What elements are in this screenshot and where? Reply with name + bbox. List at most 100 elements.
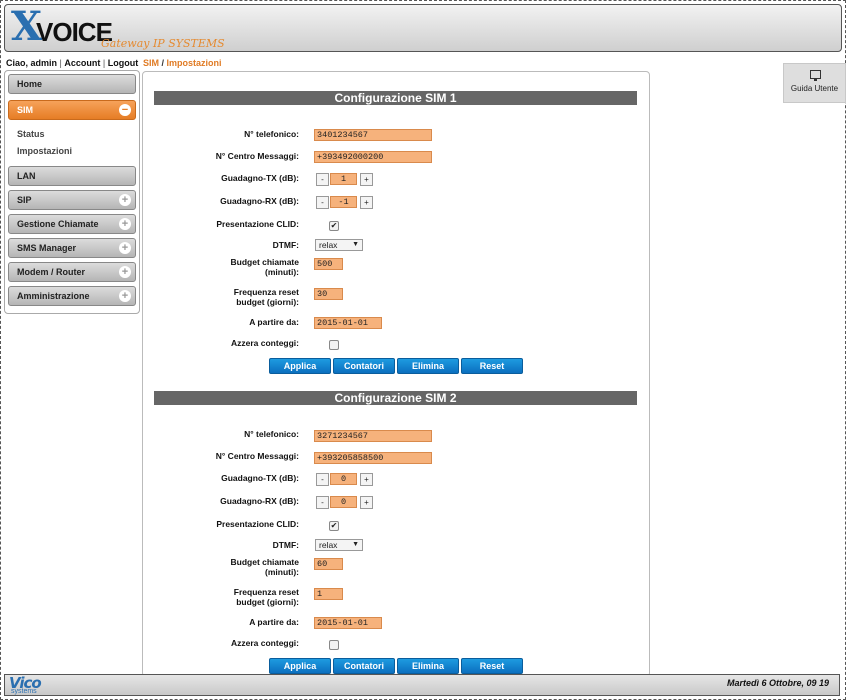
gain-tx-label: Guadagno-TX (dB): [221,173,299,183]
sidebar-item-label: SIM [17,105,34,115]
dropdown-arrow-icon: ▼ [352,541,359,548]
sidebar-item-amministrazione[interactable]: Amministrazione + [8,286,136,306]
reset-counts-label: Azzera conteggi: [230,338,299,348]
phone-input[interactable]: 3401234567 [314,129,432,141]
logo-text: VOICE [36,17,113,47]
sidebar-item-label: Amministrazione [17,291,90,301]
reset-button[interactable]: Reset [461,358,523,374]
sidebar-item-label: SMS Manager [17,243,77,253]
sidebar-item-sim[interactable]: SIM − [8,100,136,120]
dtmf-select[interactable]: relax ▼ [315,239,363,251]
clid-checkbox[interactable]: ✔ [329,221,339,231]
expand-icon[interactable]: + [119,194,131,206]
apply-button[interactable]: Applica [269,658,331,674]
apply-button[interactable]: Applica [269,358,331,374]
delete-button[interactable]: Elimina [397,358,459,374]
section-title: Configurazione SIM 2 [154,391,637,405]
footer-logo: Vico [9,674,42,692]
from-date-label: A partire da: [249,617,299,627]
budget-input[interactable]: 500 [314,258,343,270]
clid-label: Presentazione CLID: [216,219,299,229]
gain-rx-decrease-button[interactable]: - [316,496,329,509]
account-link[interactable]: Account [64,58,101,68]
user-bar: Ciao, admin | Account | Logout [6,58,139,68]
budget-label: Budget chiamate (minuti): [230,557,300,577]
sidebar-item-home[interactable]: Home [8,74,136,94]
msg-center-label: N° Centro Messaggi: [215,451,299,461]
gain-rx-value[interactable]: -1 [330,196,357,208]
phone-label: N° telefonico: [244,129,299,139]
gain-tx-label: Guadagno-TX (dB): [221,473,299,483]
sidebar-item-modem-router[interactable]: Modem / Router + [8,262,136,282]
breadcrumb: SIM / Impostazioni [143,58,222,68]
gain-tx-increase-button[interactable]: + [360,173,373,186]
main-panel: Configurazione SIM 1 N° telefonico: 3401… [142,71,650,677]
sidebar-item-gestione-chiamate[interactable]: Gestione Chiamate + [8,214,136,234]
sidebar-subitem-impostazioni[interactable]: Impostazioni [17,146,73,156]
expand-icon[interactable]: + [119,290,131,302]
gain-tx-value[interactable]: 1 [330,173,357,185]
section-title: Configurazione SIM 1 [154,91,637,105]
sidebar: Home SIM − Status Impostazioni LAN SIP +… [4,70,140,314]
gain-tx-decrease-button[interactable]: - [316,473,329,486]
dtmf-value: relax [319,540,338,550]
reset-frequency-input[interactable]: 1 [314,588,343,600]
logout-link[interactable]: Logout [107,58,139,68]
gain-rx-label: Guadagno-RX (dB): [220,496,299,506]
breadcrumb-page: Impostazioni [166,58,222,68]
phone-input[interactable]: 3271234567 [314,430,432,442]
reset-counts-checkbox[interactable] [329,340,339,350]
from-date-input[interactable]: 2015-01-01 [314,617,382,629]
sidebar-item-sms-manager[interactable]: SMS Manager + [8,238,136,258]
reset-counts-label: Azzera conteggi: [230,638,299,648]
header: X VOICE Gateway IP SYSTEMS [4,4,842,52]
dropdown-arrow-icon: ▼ [352,241,359,248]
sidebar-item-label: SIP [17,195,32,205]
reset-counts-checkbox[interactable] [329,640,339,650]
sidebar-item-lan[interactable]: LAN [8,166,136,186]
gain-tx-decrease-button[interactable]: - [316,173,329,186]
reset-frequency-input[interactable]: 30 [314,288,343,300]
budget-input[interactable]: 60 [314,558,343,570]
user-guide-button[interactable]: Guida Utente [783,63,846,103]
user-guide-label: Guida Utente [790,84,839,93]
counters-button[interactable]: Contatori [333,358,395,374]
monitor-icon [810,70,821,81]
breadcrumb-section[interactable]: SIM [143,58,160,68]
expand-icon[interactable]: + [119,242,131,254]
dtmf-label: DTMF: [272,240,299,250]
dtmf-select[interactable]: relax ▼ [315,539,363,551]
sidebar-item-label: Gestione Chiamate [17,219,99,229]
footer: Vico systems Martedì 6 Ottobre, 09 19 [4,674,840,696]
gain-rx-increase-button[interactable]: + [360,496,373,509]
expand-icon[interactable]: + [119,218,131,230]
gain-rx-decrease-button[interactable]: - [316,196,329,209]
gain-rx-label: Guadagno-RX (dB): [220,196,299,206]
greeting: Ciao, admin [6,58,58,68]
counters-button[interactable]: Contatori [333,658,395,674]
dtmf-value: relax [319,240,338,250]
gain-tx-value[interactable]: 0 [330,473,357,485]
gain-tx-increase-button[interactable]: + [360,473,373,486]
msg-center-label: N° Centro Messaggi: [215,151,299,161]
sidebar-subitem-status[interactable]: Status [17,129,45,139]
gain-rx-value[interactable]: 0 [330,496,357,508]
sidebar-item-label: LAN [17,171,36,181]
msg-center-input[interactable]: +393205858500 [314,452,432,464]
datetime-display: Martedì 6 Ottobre, 09 19 [726,678,829,688]
dtmf-label: DTMF: [272,540,299,550]
logo-tagline: Gateway IP SYSTEMS [101,37,225,50]
msg-center-input[interactable]: +393492000200 [314,151,432,163]
sidebar-item-label: Home [17,79,43,89]
clid-checkbox[interactable]: ✔ [329,521,339,531]
gain-rx-increase-button[interactable]: + [360,196,373,209]
from-date-input[interactable]: 2015-01-01 [314,317,382,329]
reset-button[interactable]: Reset [461,658,523,674]
footer-logo-sub: systems [11,688,37,695]
sidebar-item-sip[interactable]: SIP + [8,190,136,210]
reset-frequency-label: Frequenza reset budget (giorni): [233,287,299,307]
delete-button[interactable]: Elimina [397,658,459,674]
budget-label: Budget chiamate (minuti): [230,257,300,277]
collapse-icon[interactable]: − [119,104,131,116]
expand-icon[interactable]: + [119,266,131,278]
